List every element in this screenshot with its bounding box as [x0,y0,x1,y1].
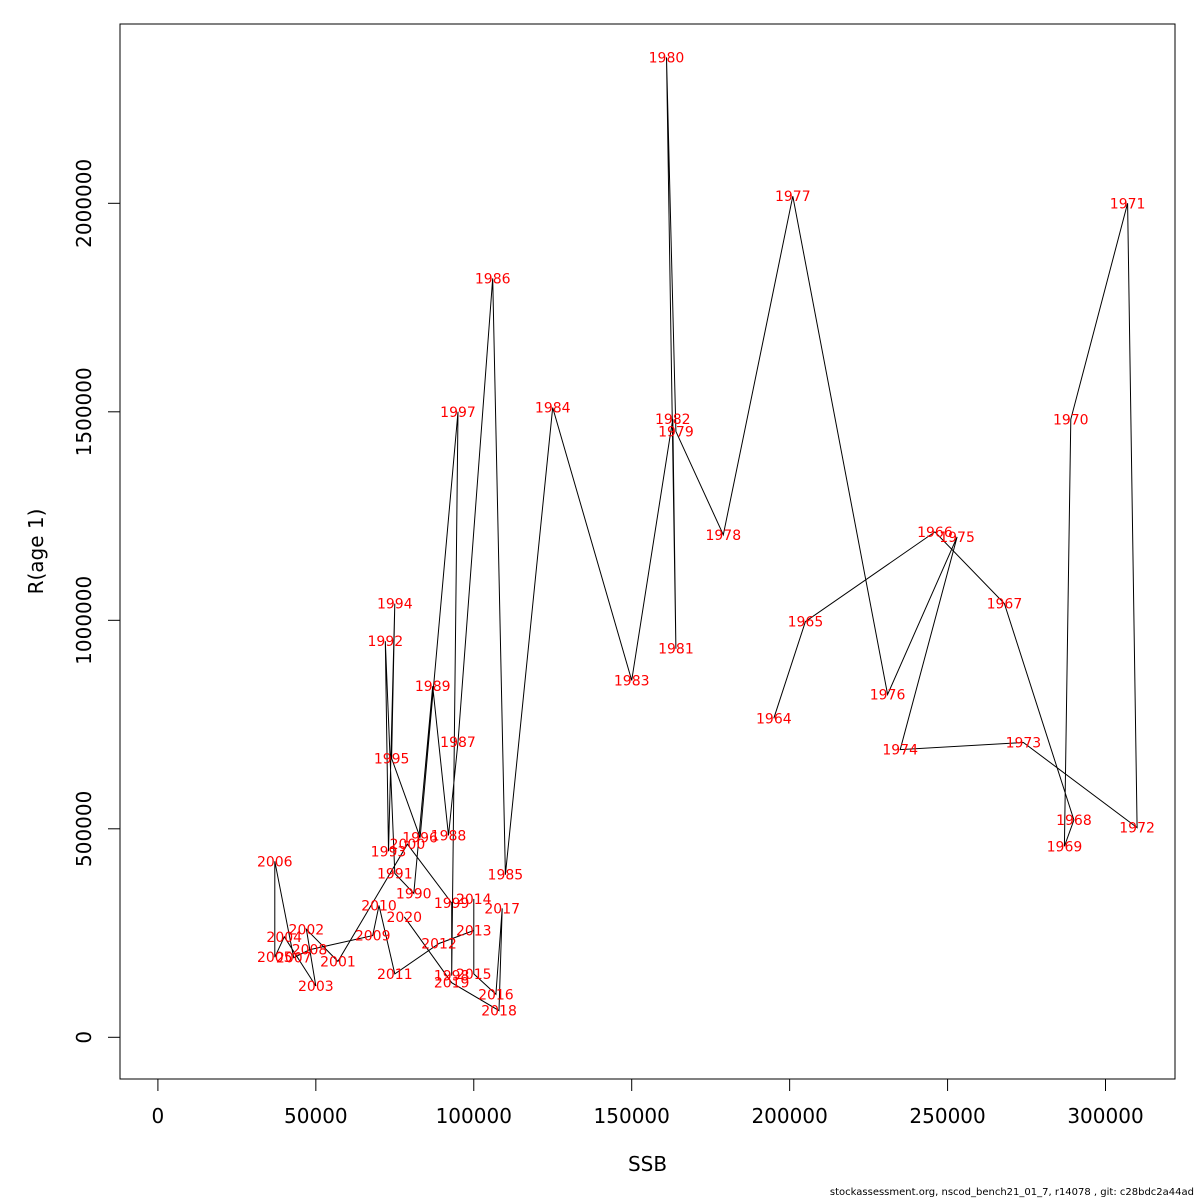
point-label: 1969 [1047,839,1083,855]
point-label: 2014 [456,892,492,908]
plot-frame [119,23,1176,1080]
footer-text: stockassessment.org, nscod_bench21_01_7,… [829,1187,1194,1198]
point-label: 1973 [1006,735,1042,751]
x-tick-label: 100000 [436,1104,512,1128]
point-label: 2006 [257,854,293,870]
y-axis-title: R(age 1) [24,509,48,595]
point-labels: 1964 1965 1966 1967 1968 1969 1970 1971 1972 1973… [257,50,1155,1019]
point-label: 1988 [431,828,467,844]
point-label: 1992 [368,634,404,650]
point-label: 2001 [320,954,356,970]
point-label: 2011 [377,967,413,983]
point-label: 1995 [374,751,410,767]
y-tick-label: 2000000 [72,159,96,248]
series-line [274,57,1138,1012]
point-label: 1977 [775,189,811,205]
point-label: 1976 [870,688,906,704]
point-label: 1993 [371,844,407,860]
point-label: 2012 [421,936,457,952]
point-label: 1966 [917,525,953,541]
point-label: 2016 [478,987,514,1003]
point-label: 1985 [488,868,524,884]
x-tick-label: 250000 [909,1104,985,1128]
x-axis-title: SSB [628,1152,667,1176]
point-label: 1987 [440,735,476,751]
point-label: 2010 [361,899,397,915]
point-label: 2015 [456,967,492,983]
x-tick-label: 150000 [594,1104,670,1128]
point-label: 2017 [484,901,520,917]
y-axis: 0 500000 1000000 1500000 2000000 [72,159,121,1044]
y-tick-label: 1000000 [72,576,96,665]
point-label: 2008 [292,943,328,959]
point-label: 1983 [614,673,650,689]
point-label: 2004 [266,930,302,946]
y-tick-label: 1500000 [72,367,96,456]
point-label: 1972 [1119,821,1155,837]
point-label: 1978 [705,528,741,544]
point-label: 1981 [658,642,694,658]
point-label: 2007 [276,951,312,967]
x-tick-label: 300000 [1067,1104,1143,1128]
point-label: 2019 [434,976,470,992]
point-label: 2020 [386,910,422,926]
point-label: 2013 [456,924,492,940]
y-tick-label: 0 [72,1031,96,1044]
point-label: 2009 [355,929,391,945]
point-label: 1998 [434,969,470,985]
point-label: 2003 [298,979,334,995]
point-label: 1996 [402,831,438,847]
point-label: 2018 [481,1004,517,1020]
y-tick-label: 500000 [72,791,96,867]
point-label: 1975 [939,530,975,546]
point-label: 1980 [649,50,685,66]
point-label: 1999 [434,896,470,912]
point-label: 1984 [535,401,571,417]
point-label: 1994 [377,597,413,613]
point-label: 1979 [658,424,694,440]
point-label: 1991 [377,866,413,882]
point-label: 2000 [390,837,426,853]
point-label: 1970 [1053,412,1089,428]
point-label: 1967 [987,597,1023,613]
x-tick-label: 0 [152,1104,165,1128]
point-label: 2005 [257,950,293,966]
point-label: 1997 [440,405,476,421]
point-label: 1974 [882,743,918,759]
x-tick-label: 50000 [284,1104,348,1128]
point-label: 1964 [756,711,792,727]
point-label: 1971 [1110,196,1146,212]
point-label: 1989 [415,679,451,695]
point-label: 1990 [396,886,432,902]
point-label: 1968 [1056,813,1092,829]
x-axis: 0 50000 100000 150000 200000 250000 300000 [152,1078,1144,1128]
point-label: 1982 [655,412,691,428]
point-label: 1965 [788,615,824,631]
point-label: 1986 [475,271,511,287]
x-tick-label: 200000 [751,1104,827,1128]
point-label: 2002 [289,922,325,938]
